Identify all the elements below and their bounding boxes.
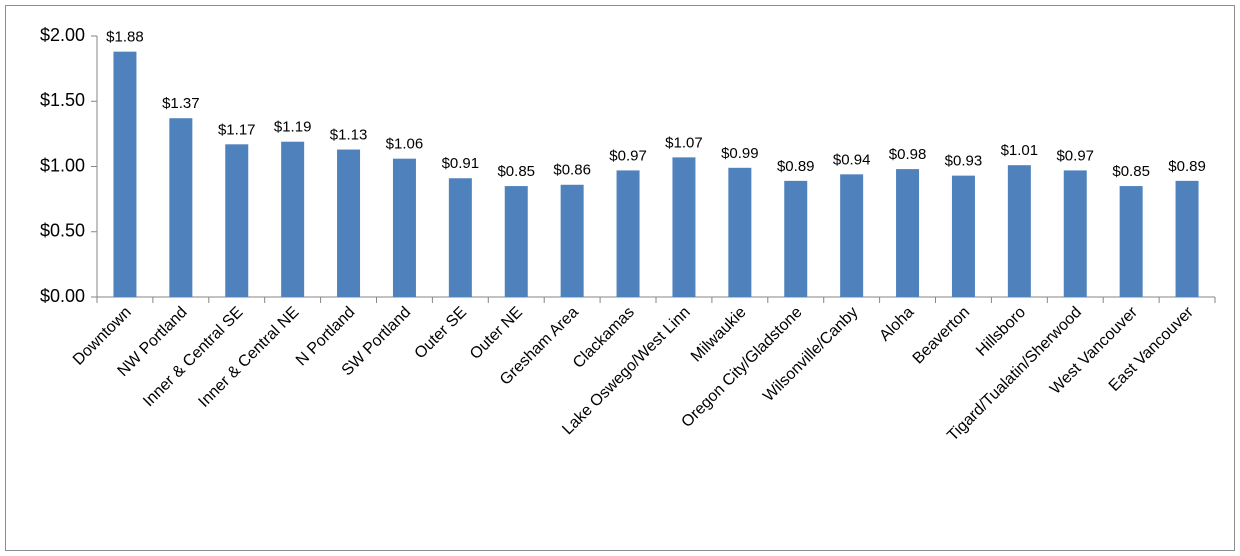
bar bbox=[896, 169, 920, 297]
bar bbox=[1063, 170, 1087, 297]
value-label: $0.85 bbox=[1112, 163, 1150, 180]
bar bbox=[840, 174, 864, 297]
bar bbox=[225, 144, 249, 297]
bar bbox=[560, 184, 584, 297]
y-tick-label: $0.00 bbox=[40, 286, 85, 306]
value-label: $1.88 bbox=[106, 29, 144, 46]
value-label: $0.91 bbox=[442, 155, 480, 172]
bar bbox=[784, 180, 808, 297]
bar bbox=[1175, 180, 1199, 297]
value-label: $1.19 bbox=[274, 119, 312, 136]
bar bbox=[392, 158, 416, 297]
y-tick-label: $2.00 bbox=[40, 25, 85, 45]
bar bbox=[281, 141, 305, 297]
bar bbox=[113, 51, 137, 297]
bar bbox=[504, 186, 528, 297]
value-label: $0.89 bbox=[777, 158, 815, 175]
value-label: $1.07 bbox=[665, 134, 703, 151]
bar bbox=[728, 167, 752, 297]
value-label: $0.97 bbox=[609, 147, 647, 164]
value-label: $0.89 bbox=[1168, 158, 1206, 175]
value-label: $0.93 bbox=[945, 153, 983, 170]
value-label: $1.01 bbox=[1001, 142, 1039, 159]
value-label: $0.86 bbox=[553, 162, 591, 179]
bar bbox=[448, 178, 472, 297]
value-label: $1.13 bbox=[330, 127, 368, 144]
bar bbox=[616, 170, 640, 297]
value-label: $1.37 bbox=[162, 95, 200, 112]
value-label: $1.06 bbox=[386, 136, 424, 153]
value-label: $0.97 bbox=[1056, 147, 1094, 164]
value-label: $0.98 bbox=[889, 146, 927, 163]
bar bbox=[672, 157, 696, 297]
value-label: $1.17 bbox=[218, 121, 256, 138]
value-label: $0.94 bbox=[833, 151, 871, 168]
bar bbox=[1007, 165, 1031, 297]
y-tick-label: $1.00 bbox=[40, 155, 85, 175]
bar bbox=[337, 149, 361, 297]
bar bbox=[951, 175, 975, 297]
y-tick-label: $0.50 bbox=[40, 221, 85, 241]
bar bbox=[169, 118, 193, 297]
value-label: $0.99 bbox=[721, 145, 759, 162]
value-label: $0.85 bbox=[497, 163, 535, 180]
bar bbox=[1119, 186, 1143, 297]
y-tick-label: $1.50 bbox=[40, 90, 85, 110]
